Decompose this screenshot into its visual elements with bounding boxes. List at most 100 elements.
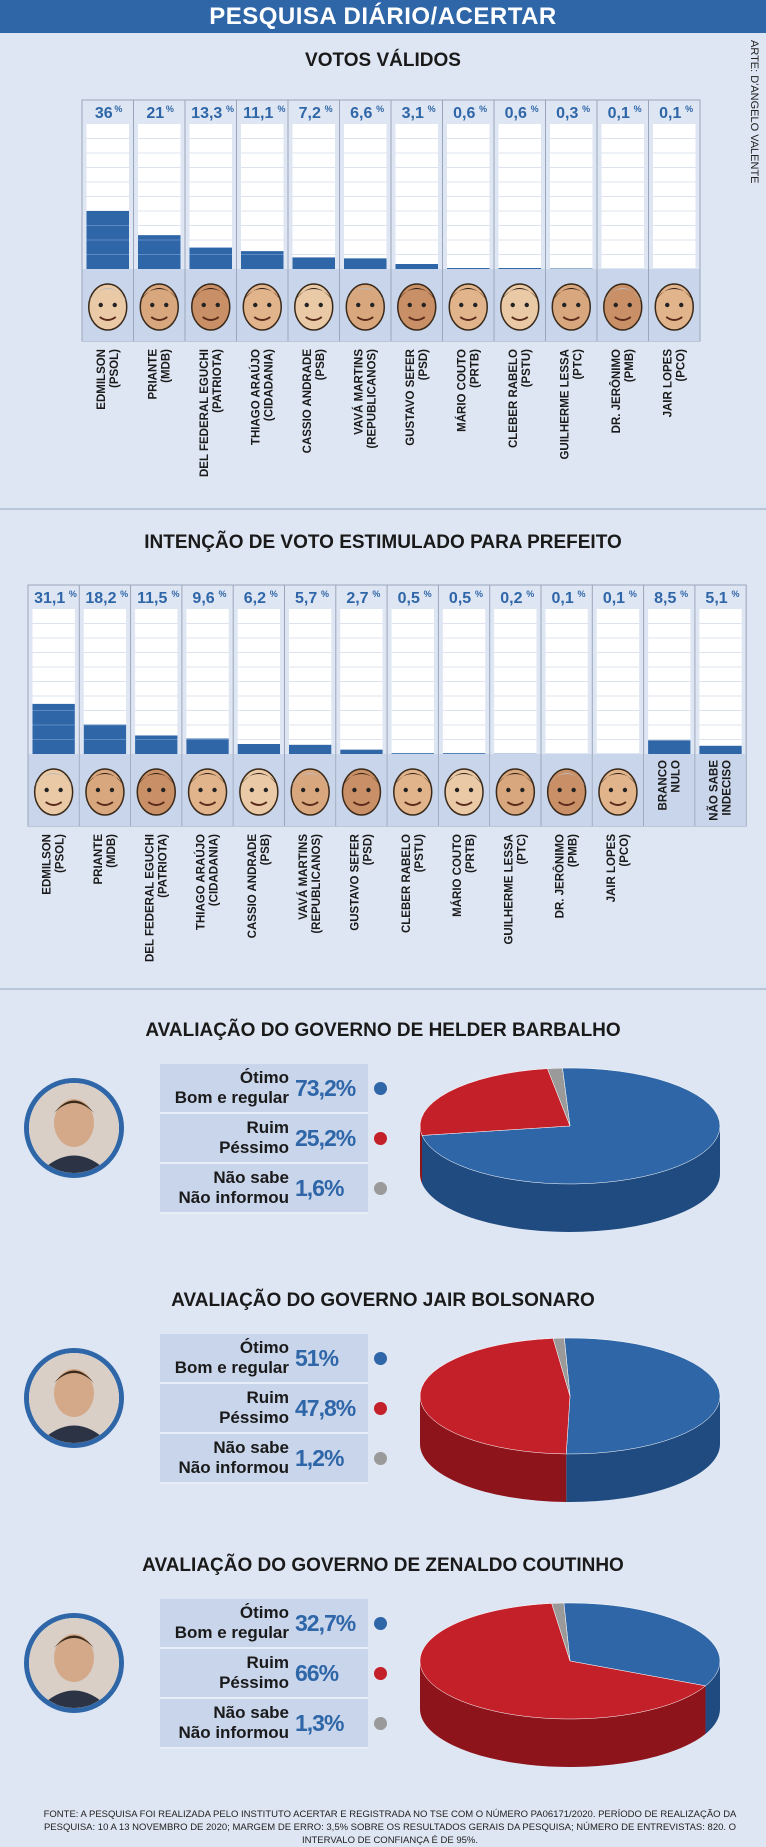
- bar: [32, 703, 75, 754]
- eye-icon: [454, 787, 460, 793]
- hair-icon: [291, 773, 330, 786]
- value-label: 36: [95, 105, 113, 122]
- percent-sign: %: [531, 104, 539, 114]
- pie-side-wall: [420, 1396, 567, 1502]
- smile-icon: [150, 316, 168, 321]
- hair-icon: [346, 288, 385, 301]
- caricature-face-icon: [187, 768, 228, 816]
- eye-icon: [627, 302, 632, 308]
- bar-column: 0,1 % DR. JERÔNIMO(PMB): [596, 100, 648, 433]
- pie-slice: [551, 1602, 571, 1662]
- percent-sign: %: [372, 589, 380, 599]
- bar: [237, 744, 280, 754]
- candidate-label-line: (PATRIOTA): [212, 349, 224, 413]
- eye-icon: [679, 302, 684, 308]
- bar-column: 0,2 % GUILHERME LESSA(PTC): [489, 585, 541, 945]
- candidate-label: EDMILSON(PSOL): [96, 349, 121, 410]
- candidate-label: JAIR LOPES(PCO): [606, 834, 631, 903]
- eval-row: Ruim Péssimo 66%: [160, 1649, 368, 1699]
- eye-icon: [366, 787, 371, 793]
- eval-legend-table: Ótimo Bom e regular 73,2% Ruim Péssimo 25,2% N…: [160, 1064, 368, 1214]
- bar-column: 11,5 % DEL FEDERAL EGUCHI(PATRIOTA): [130, 585, 182, 962]
- hair-icon: [88, 288, 127, 301]
- candidate-label: CLEBER RABELO(PSTU): [508, 349, 533, 448]
- smile-icon: [558, 801, 576, 806]
- candidate-label: GUILHERME LESSA(PTC): [503, 834, 528, 945]
- caricature-face-icon: [448, 283, 488, 331]
- eye-icon: [352, 787, 357, 793]
- value-label: 11,1: [243, 105, 273, 122]
- eye-icon: [356, 302, 361, 308]
- legend-dot-icon: [374, 1352, 387, 1365]
- chart-title-votos-validos: VOTOS VÁLIDOS: [305, 50, 461, 71]
- eye-icon: [161, 787, 166, 793]
- caricature-face-icon: [598, 768, 638, 816]
- eval-category-line: Não informou: [178, 1188, 290, 1207]
- candidate-label-line: (REPUBLICANOS): [311, 834, 323, 934]
- caricature-face-icon: [88, 283, 128, 331]
- value-label: 0,1: [659, 105, 681, 122]
- eval-value: 51%: [295, 1344, 339, 1371]
- eval-category-line: Não sabe: [213, 1438, 289, 1457]
- pie-chart: [419, 1337, 721, 1502]
- percent-sign: %: [226, 104, 234, 114]
- candidate-label: THIAGO ARAÚJO(CIDADANIA): [249, 349, 275, 445]
- hair-icon: [655, 288, 694, 301]
- candidate-label-line: GUILHERME LESSA: [503, 834, 515, 945]
- hair-icon: [603, 288, 642, 301]
- candidate-label: DR. JERÔNIMO(PMB): [554, 834, 580, 919]
- bar-column: 9,6 % THIAGO ARAÚJO(CIDADANIA): [181, 585, 233, 930]
- smile-icon: [198, 801, 217, 806]
- pie-side-wall: [421, 1126, 720, 1232]
- smile-icon: [506, 801, 524, 806]
- bar: [292, 257, 335, 269]
- pie-slice: [552, 1337, 571, 1397]
- bar-column: 6,2 % CASSIO ANDRADE(PSB): [232, 585, 284, 938]
- bar: [340, 749, 383, 754]
- candidate-label-line: (PTC): [572, 349, 584, 380]
- eye-icon: [562, 302, 567, 308]
- eval-section-title: AVALIAÇÃO DO GOVERNO DE ZENALDO COUTINHO: [142, 1555, 624, 1576]
- eval-category-label: Não sabe Não informou: [160, 1168, 295, 1208]
- candidate-label-line: (PMB): [568, 834, 580, 867]
- caricature-face-icon: [33, 768, 74, 816]
- value-label: 11,5: [137, 590, 167, 607]
- eval-legend-table: Ótimo Bom e regular 51% Ruim Péssimo 47,8% Não…: [160, 1334, 368, 1484]
- eye-icon: [215, 302, 220, 308]
- value-label: 0,3: [556, 105, 578, 122]
- eval-row: Ruim Péssimo 25,2%: [160, 1114, 368, 1164]
- eye-icon: [576, 302, 581, 308]
- eye-icon: [201, 302, 206, 308]
- percent-sign: %: [321, 589, 329, 599]
- smile-icon: [202, 316, 220, 321]
- source-footnote: FONTE: A PESQUISA FOI REALIZADA PELO INS…: [43, 1809, 737, 1846]
- eval-category-label: Ruim Péssimo: [160, 1388, 295, 1428]
- candidate-label-line: (PSOL): [109, 349, 121, 388]
- section-divider: [0, 508, 766, 510]
- candidate-label-line: DEL FEDERAL EGUCHI: [144, 834, 156, 962]
- smile-icon: [562, 316, 580, 321]
- smile-icon: [250, 801, 268, 806]
- eye-icon: [150, 302, 155, 308]
- eye-icon: [613, 302, 618, 308]
- value-label: 0,1: [603, 590, 625, 607]
- eye-icon: [407, 302, 412, 308]
- value-label: 6,6: [350, 105, 372, 122]
- person-silhouette-icon: [29, 1353, 119, 1443]
- bar-column: 13,3 % DEL FEDERAL EGUCHI(PATRIOTA): [184, 100, 236, 477]
- bar-column: 36 % EDMILSON(PSOL): [82, 104, 133, 410]
- smile-icon: [511, 316, 529, 321]
- percent-sign: %: [634, 104, 642, 114]
- smile-icon: [408, 316, 426, 321]
- bar-chart-votos-validos: 36 % EDMILSON(PSOL) 21 % PRIANTE(MDB) 13,3 % DEL…: [81, 99, 701, 477]
- eval-category-label: Não sabe Não informou: [160, 1438, 295, 1478]
- caricature-face-icon: [341, 768, 382, 816]
- percent-sign: %: [270, 589, 278, 599]
- pie-slice: [419, 1603, 707, 1720]
- option-label-line: NÃO SABE: [708, 760, 721, 821]
- candidate-label-line: JAIR LOPES: [606, 834, 618, 903]
- eval-row: Não sabe Não informou 1,3%: [160, 1699, 368, 1749]
- percent-sign: %: [731, 589, 739, 599]
- eval-category-line: Bom e regular: [174, 1623, 289, 1642]
- pie-chart: [419, 1067, 721, 1232]
